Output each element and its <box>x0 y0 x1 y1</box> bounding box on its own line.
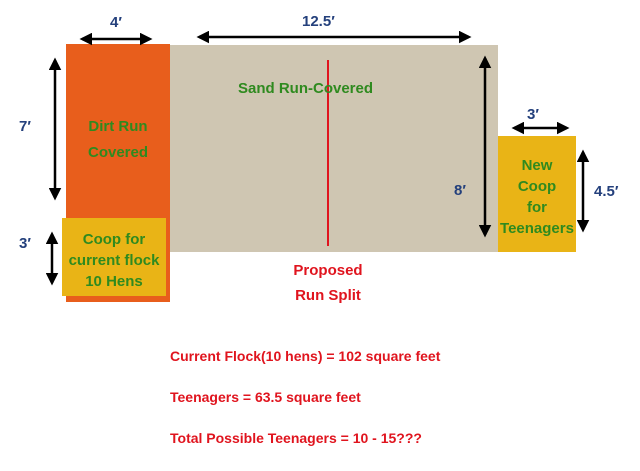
new-coop-line-3: for <box>527 199 547 216</box>
new-coop-label: New Coop for Teenagers <box>493 155 581 239</box>
current-coop-line-1: Coop for <box>82 231 146 248</box>
note-teenagers: Teenagers = 63.5 square feet <box>170 389 361 405</box>
new-coop-line-1: New <box>521 157 553 174</box>
sand-run-label: Sand Run-Covered <box>238 80 374 97</box>
current-coop-line-2: current flock <box>68 252 160 269</box>
split-label-line-2: Run Split <box>295 287 361 304</box>
current-coop-area <box>62 218 166 296</box>
sand-width-label: 12.5′ <box>302 13 335 30</box>
current-coop-label: Coop for current flock 10 Hens <box>62 229 166 292</box>
new-coop-width-label: 3′ <box>527 106 539 123</box>
split-label: Proposed Run Split <box>268 258 388 308</box>
sand-height-label: 8′ <box>454 182 466 199</box>
coop-height-label: 3′ <box>19 235 31 252</box>
new-coop-line-2: Coop <box>517 178 557 195</box>
current-coop-line-3: 10 Hens <box>85 273 143 290</box>
dirt-run-label: Dirt Run Covered <box>66 114 170 166</box>
note-current-flock: Current Flock(10 hens) = 102 square feet <box>170 348 441 364</box>
dirt-run-text: Dirt Run Covered <box>87 118 149 161</box>
note-total-teenagers: Total Possible Teenagers = 10 - 15??? <box>170 430 422 446</box>
new-coop-area <box>498 136 576 252</box>
dirt-height-label: 7′ <box>19 118 31 135</box>
dirt-width-label: 4′ <box>110 14 122 31</box>
new-coop-line-4: Teenagers <box>500 220 574 237</box>
run-split-line <box>327 60 329 246</box>
sand-run-area <box>170 45 498 252</box>
split-label-line-1: Proposed <box>293 262 363 279</box>
new-coop-height-label: 4.5′ <box>594 183 619 200</box>
